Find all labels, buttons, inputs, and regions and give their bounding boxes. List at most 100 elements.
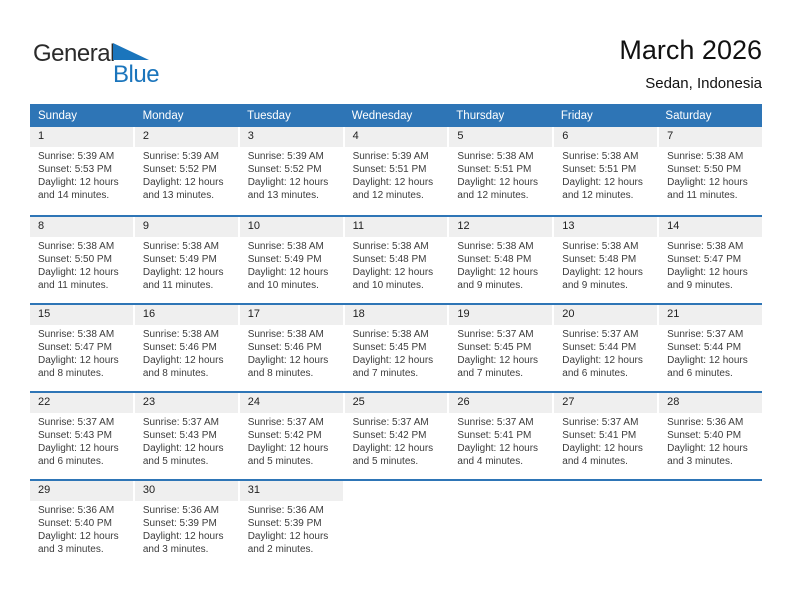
weekday-header: Sunday: [38, 109, 78, 122]
daylight-text: Daylight: 12 hours and 10 minutes.: [352, 267, 434, 291]
daylight-text: Daylight: 12 hours and 10 minutes.: [247, 267, 329, 291]
sunrise-text: Sunrise: 5:39 AM: [352, 151, 429, 162]
sunset-text: Sunset: 5:39 PM: [142, 518, 217, 529]
calendar-day-cell: 23 Sunrise: 5:37 AM Sunset: 5:43 PM Dayligh…: [134, 393, 238, 479]
calendar-day-cell: 21 Sunrise: 5:37 AM Sunset: 5:44 PM Dayligh…: [659, 305, 762, 391]
sunrise-text: Sunrise: 5:38 AM: [38, 241, 115, 252]
location-subtitle: Sedan, Indonesia: [645, 74, 762, 92]
daylight-text: Daylight: 12 hours and 8 minutes.: [247, 355, 329, 379]
calendar-day-cell: 25 Sunrise: 5:37 AM Sunset: 5:42 PM Dayligh…: [344, 393, 448, 479]
calendar-day-cell: 6 Sunrise: 5:38 AM Sunset: 5:51 PM Daylight…: [554, 127, 658, 215]
calendar-day-cell: 14 Sunrise: 5:38 AM Sunset: 5:47 PM Dayligh…: [659, 217, 762, 303]
weekday-header: Saturday: [665, 109, 712, 122]
weekday-header: Wednesday: [351, 109, 413, 122]
sunset-text: Sunset: 5:49 PM: [142, 254, 217, 265]
sunset-text: Sunset: 5:53 PM: [38, 164, 112, 175]
daylight-text: Daylight: 12 hours and 13 minutes.: [142, 177, 224, 201]
day-number: 2: [134, 127, 238, 147]
day-details: Sunrise: 5:37 AM Sunset: 5:44 PM Daylight:…: [554, 325, 657, 380]
day-details: Sunrise: 5:38 AM Sunset: 5:48 PM Daylight:…: [554, 237, 657, 292]
calendar-day-cell: 5 Sunrise: 5:38 AM Sunset: 5:51 PM Daylight…: [449, 127, 553, 215]
sunset-text: Sunset: 5:44 PM: [667, 342, 742, 353]
day-details: Sunrise: 5:39 AM Sunset: 5:53 PM Daylight:…: [30, 147, 133, 202]
day-details: Sunrise: 5:39 AM Sunset: 5:51 PM Daylight:…: [345, 147, 448, 202]
day-number: 5: [449, 127, 553, 147]
daylight-text: Daylight: 12 hours and 6 minutes.: [562, 355, 643, 379]
sunrise-text: Sunrise: 5:36 AM: [247, 505, 324, 516]
day-number: 7: [659, 127, 762, 147]
sunset-text: Sunset: 5:40 PM: [38, 518, 112, 529]
calendar-day-cell: 30 Sunrise: 5:36 AM Sunset: 5:39 PM Dayligh…: [134, 481, 238, 567]
day-details: Sunrise: 5:37 AM Sunset: 5:43 PM Daylight:…: [30, 413, 133, 468]
logo-text-general: General: [33, 40, 115, 67]
sunrise-text: Sunrise: 5:38 AM: [352, 241, 429, 252]
sunset-text: Sunset: 5:48 PM: [562, 254, 637, 265]
weekday-header: Friday: [560, 109, 593, 122]
sunset-text: Sunset: 5:41 PM: [562, 430, 637, 441]
sunrise-text: Sunrise: 5:37 AM: [457, 417, 534, 428]
daylight-text: Daylight: 12 hours and 6 minutes.: [667, 355, 748, 379]
calendar-day-cell: 1 Sunrise: 5:39 AM Sunset: 5:53 PM Daylight…: [30, 127, 133, 215]
calendar-day-cell: 13 Sunrise: 5:38 AM Sunset: 5:48 PM Dayligh…: [554, 217, 658, 303]
sunrise-text: Sunrise: 5:38 AM: [457, 151, 534, 162]
day-details: Sunrise: 5:38 AM Sunset: 5:48 PM Daylight:…: [345, 237, 448, 292]
daylight-text: Daylight: 12 hours and 3 minutes.: [667, 443, 748, 467]
sunrise-text: Sunrise: 5:38 AM: [142, 241, 219, 252]
sunset-text: Sunset: 5:45 PM: [352, 342, 427, 353]
day-number: 6: [554, 127, 658, 147]
daylight-text: Daylight: 12 hours and 11 minutes.: [667, 177, 748, 201]
daylight-text: Daylight: 12 hours and 5 minutes.: [247, 443, 329, 467]
calendar-day-cell: 10 Sunrise: 5:38 AM Sunset: 5:49 PM Dayligh…: [239, 217, 343, 303]
day-number: 31: [239, 481, 343, 501]
sunrise-text: Sunrise: 5:36 AM: [667, 417, 744, 428]
sunrise-text: Sunrise: 5:38 AM: [247, 329, 324, 340]
sunset-text: Sunset: 5:47 PM: [38, 342, 112, 353]
day-number: 14: [659, 217, 762, 237]
weekday-header-row: Sunday Monday Tuesday Wednesday Thursday Frid…: [30, 104, 762, 127]
day-number: 15: [30, 305, 133, 325]
calendar-day-cell: 27 Sunrise: 5:37 AM Sunset: 5:41 PM Dayligh…: [554, 393, 658, 479]
calendar-day-cell: 7 Sunrise: 5:38 AM Sunset: 5:50 PM Daylight…: [659, 127, 762, 215]
sunset-text: Sunset: 5:42 PM: [352, 430, 427, 441]
calendar-day-cell: 12 Sunrise: 5:38 AM Sunset: 5:48 PM Dayligh…: [449, 217, 553, 303]
day-number: 21: [659, 305, 762, 325]
day-details: Sunrise: 5:39 AM Sunset: 5:52 PM Daylight:…: [135, 147, 238, 202]
daylight-text: Daylight: 12 hours and 2 minutes.: [247, 531, 329, 555]
daylight-text: Daylight: 12 hours and 7 minutes.: [457, 355, 539, 379]
calendar-day-cell: 22 Sunrise: 5:37 AM Sunset: 5:43 PM Dayligh…: [30, 393, 133, 479]
day-details: Sunrise: 5:37 AM Sunset: 5:42 PM Daylight:…: [240, 413, 343, 468]
daylight-text: Daylight: 12 hours and 13 minutes.: [247, 177, 329, 201]
day-details: Sunrise: 5:36 AM Sunset: 5:39 PM Daylight:…: [240, 501, 343, 556]
daylight-text: Daylight: 12 hours and 5 minutes.: [142, 443, 224, 467]
weekday-header: Monday: [142, 109, 184, 122]
day-number: 28: [659, 393, 762, 413]
day-details: Sunrise: 5:37 AM Sunset: 5:41 PM Daylight:…: [449, 413, 552, 468]
general-blue-logo: General Blue: [33, 40, 183, 88]
sunset-text: Sunset: 5:40 PM: [667, 430, 742, 441]
calendar-day-cell: 26 Sunrise: 5:37 AM Sunset: 5:41 PM Dayligh…: [449, 393, 553, 479]
calendar-week-row: 15 Sunrise: 5:38 AM Sunset: 5:47 PM Dayligh…: [30, 303, 762, 391]
sunset-text: Sunset: 5:39 PM: [247, 518, 322, 529]
daylight-text: Daylight: 12 hours and 12 minutes.: [457, 177, 539, 201]
calendar-empty-cell: [345, 481, 448, 567]
day-number: 1: [30, 127, 133, 147]
calendar-empty-cell: [554, 481, 657, 567]
sunset-text: Sunset: 5:46 PM: [247, 342, 322, 353]
sunset-text: Sunset: 5:43 PM: [142, 430, 217, 441]
daylight-text: Daylight: 12 hours and 12 minutes.: [352, 177, 434, 201]
day-number: 9: [134, 217, 238, 237]
day-details: Sunrise: 5:38 AM Sunset: 5:49 PM Daylight:…: [135, 237, 238, 292]
sunset-text: Sunset: 5:51 PM: [457, 164, 532, 175]
calendar-day-cell: 17 Sunrise: 5:38 AM Sunset: 5:46 PM Dayligh…: [239, 305, 343, 391]
sunrise-text: Sunrise: 5:37 AM: [562, 417, 639, 428]
sunrise-text: Sunrise: 5:39 AM: [247, 151, 324, 162]
calendar-week-row: 22 Sunrise: 5:37 AM Sunset: 5:43 PM Dayligh…: [30, 391, 762, 479]
sunset-text: Sunset: 5:46 PM: [142, 342, 217, 353]
day-details: Sunrise: 5:38 AM Sunset: 5:45 PM Daylight:…: [345, 325, 448, 380]
day-number: 3: [239, 127, 343, 147]
day-details: Sunrise: 5:36 AM Sunset: 5:40 PM Daylight:…: [30, 501, 133, 556]
calendar-day-cell: 9 Sunrise: 5:38 AM Sunset: 5:49 PM Daylight…: [134, 217, 238, 303]
day-details: Sunrise: 5:36 AM Sunset: 5:39 PM Daylight:…: [135, 501, 238, 556]
day-details: Sunrise: 5:38 AM Sunset: 5:51 PM Daylight:…: [554, 147, 657, 202]
day-details: Sunrise: 5:37 AM Sunset: 5:44 PM Daylight:…: [659, 325, 762, 380]
